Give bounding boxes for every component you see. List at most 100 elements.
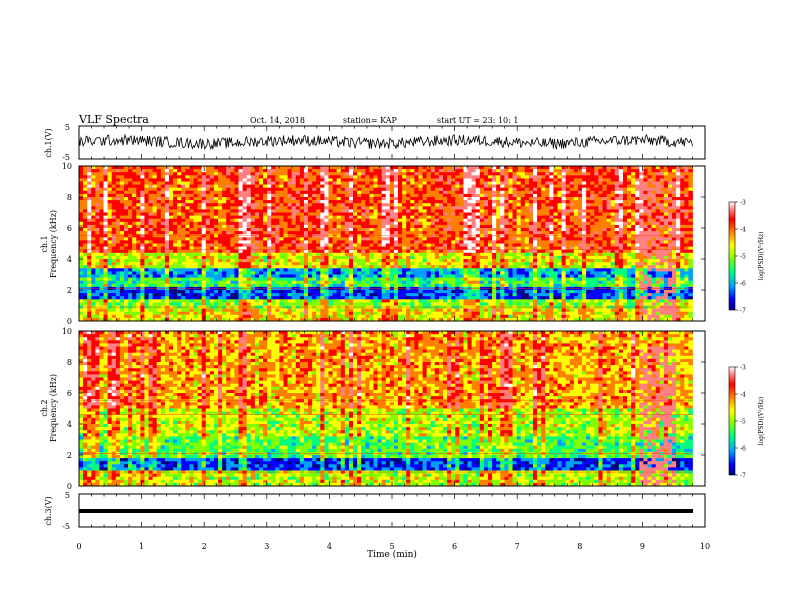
spectrogram-cell xyxy=(144,280,149,285)
spectrogram-cell xyxy=(344,166,350,170)
spectrogram-cell xyxy=(377,265,383,269)
spectrogram-cell xyxy=(434,224,440,229)
spectrogram-cell xyxy=(140,252,145,257)
spectrogram-cell xyxy=(128,181,133,185)
spectrogram-cell xyxy=(320,228,325,232)
spectrogram-cell xyxy=(226,231,231,235)
spectrogram-cell xyxy=(87,280,92,285)
spectrogram-cell xyxy=(230,246,235,251)
spectrogram-cell xyxy=(438,268,444,272)
spectrogram-cell xyxy=(471,314,477,319)
spectrogram-cell xyxy=(312,259,317,263)
spectrogram-cell xyxy=(340,218,346,223)
spectrogram-cell xyxy=(455,178,460,182)
spectrogram-cell xyxy=(442,283,448,288)
spectrogram-cell xyxy=(83,169,88,173)
spectrogram-cell xyxy=(148,249,154,254)
spectrogram-cell xyxy=(95,252,100,257)
spectrogram-cell xyxy=(340,240,346,244)
spectrogram-cell xyxy=(230,259,235,263)
spectrogram-cell xyxy=(324,228,329,232)
spectrogram-cell xyxy=(353,252,358,257)
spectrogram-cell xyxy=(451,218,456,223)
spectrogram-cell xyxy=(156,302,162,306)
spectrogram-cell xyxy=(463,197,468,201)
spectrogram-cell xyxy=(185,237,190,241)
spectrogram-cell xyxy=(271,277,276,282)
spectrogram-cell xyxy=(340,274,346,278)
spectrogram-cell xyxy=(418,193,423,198)
spectrogram-cell xyxy=(263,200,268,204)
spectrogram-cell xyxy=(144,314,149,319)
spectrogram-cell xyxy=(357,259,362,263)
spectrogram-cell xyxy=(324,299,329,303)
spectrogram-cell xyxy=(324,314,329,319)
spectrogram-cell xyxy=(226,181,231,185)
spectrogram-cell xyxy=(434,249,440,254)
spectrogram-cell xyxy=(267,181,272,185)
spectrogram-cell xyxy=(463,308,468,313)
spectrogram-cell xyxy=(164,290,170,294)
spectrogram-cell xyxy=(205,203,211,207)
spectrogram-cell xyxy=(111,317,117,322)
spectrogram-cell xyxy=(164,175,170,179)
spectrogram-cell xyxy=(471,187,477,192)
spectrogram-cell xyxy=(303,206,309,210)
spectrogram-cell xyxy=(414,296,419,300)
spectrogram-cell xyxy=(455,166,460,170)
spectrogram-cell xyxy=(377,296,383,300)
spectrogram-cell xyxy=(353,237,358,241)
spectrogram-cell xyxy=(402,172,407,176)
spectrogram-cell xyxy=(320,259,325,263)
spectrogram-cell xyxy=(168,221,174,226)
spectrogram-cell xyxy=(185,317,190,322)
spectrogram-cell xyxy=(422,293,428,297)
spectrogram-cell xyxy=(463,271,468,275)
spectrogram-cell xyxy=(263,184,268,189)
spectrogram-cell xyxy=(328,259,333,263)
spectrogram-cell xyxy=(115,175,121,179)
spectrogram-cell xyxy=(393,190,399,195)
spectrogram-cell xyxy=(136,259,141,263)
spectrogram-cell xyxy=(267,314,272,319)
spectrogram-cell xyxy=(140,249,145,254)
spectrogram-cell xyxy=(209,290,215,294)
spectrogram-cell xyxy=(414,184,419,189)
spectrogram-cell xyxy=(160,271,166,275)
spectrogram-cell xyxy=(459,296,464,300)
spectrogram-cell xyxy=(205,283,211,288)
spectrogram-cell xyxy=(144,187,149,192)
spectrogram-cell xyxy=(218,274,223,278)
spectrogram-cell xyxy=(442,181,448,185)
spectrogram-cell xyxy=(348,228,354,232)
spectrogram-cell xyxy=(324,190,329,195)
spectrogram-cell xyxy=(87,237,92,241)
spectrogram-cell xyxy=(283,246,288,251)
spectrogram-cell xyxy=(324,181,329,185)
spectrogram-cell xyxy=(381,178,387,182)
spectrogram-cell xyxy=(128,228,133,232)
spectrogram-cell xyxy=(312,184,317,189)
spectrogram-cell xyxy=(316,277,321,282)
spectrogram-cell xyxy=(447,240,452,244)
spectrogram-cell xyxy=(156,175,162,179)
spectrogram-cell xyxy=(222,172,227,176)
spectrogram-cell xyxy=(308,203,313,207)
spectrogram-cell xyxy=(373,178,378,182)
spectrogram-cell xyxy=(242,224,248,229)
spectrogram-cell xyxy=(83,265,88,269)
spectrogram-cell xyxy=(320,308,325,313)
spectrogram-cell xyxy=(230,302,235,306)
spectrogram-cell xyxy=(422,184,428,189)
spectrogram-cell xyxy=(246,280,252,285)
spectrogram-cell xyxy=(213,314,219,319)
spectrogram-cell xyxy=(189,240,194,244)
spectrogram-cell xyxy=(164,246,170,251)
spectrogram-cell xyxy=(385,296,391,300)
spectrogram-cell xyxy=(447,252,452,257)
spectrogram-cell xyxy=(279,187,284,192)
spectrogram-cell xyxy=(246,299,252,303)
spectrogram-cell xyxy=(418,184,423,189)
spectrogram-cell xyxy=(434,283,440,288)
spectrogram-cell xyxy=(275,268,280,272)
